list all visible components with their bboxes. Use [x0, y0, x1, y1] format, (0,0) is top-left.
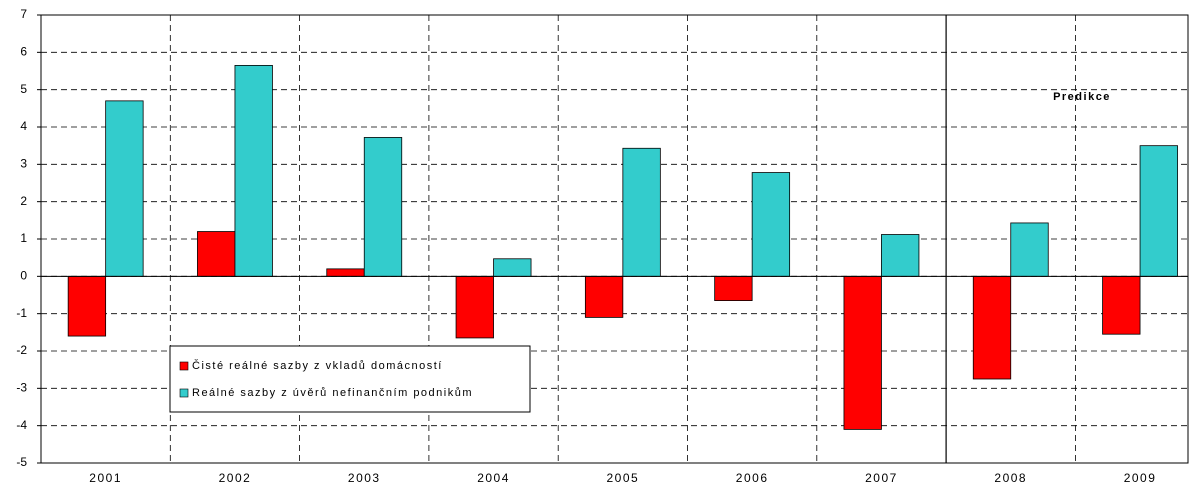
legend-label: Čisté reálné sazby z vkladů domácností: [192, 359, 443, 372]
y-tick-label: 7: [20, 7, 27, 21]
plot-frame: [40, 14, 1189, 464]
bar: [584, 275, 624, 318]
y-tick-label: 2: [20, 194, 27, 208]
y-tick-label: -5: [16, 455, 27, 469]
x-tick-label: 2006: [736, 471, 769, 485]
y-tick-label: 3: [20, 157, 27, 171]
legend-label: Reálné sazby z úvěrů nefinančním podniků…: [192, 387, 473, 399]
y-tick-label: 4: [20, 119, 27, 133]
bar: [972, 275, 1012, 380]
bar: [67, 275, 107, 337]
bar: [1102, 275, 1141, 335]
x-tick-label: 2009: [1124, 471, 1157, 485]
bar: [234, 65, 273, 277]
y-tick-label: 6: [20, 45, 27, 59]
bar: [197, 231, 236, 277]
x-tick-label: 2003: [348, 471, 381, 485]
bar: [105, 100, 144, 277]
bar: [881, 234, 920, 277]
legend-swatch: [179, 361, 189, 371]
annotation: Predikce: [1053, 91, 1111, 103]
bar: [1139, 145, 1178, 277]
bar: [326, 268, 365, 277]
x-tick-label: 2007: [865, 471, 898, 485]
bar: [843, 275, 882, 430]
x-tick-label: 2008: [994, 471, 1027, 485]
legend-swatch: [179, 388, 189, 398]
bar: [714, 275, 753, 302]
legend-box: [169, 345, 531, 413]
x-tick-label: 2005: [606, 471, 639, 485]
y-tick-label: -2: [16, 343, 27, 357]
plot: -5 -4 -3 -2 -1 0 1 2 3 4 5 6 7 2001 2002 2003 2004 2005 20…: [16, 7, 1189, 485]
bar: [493, 258, 532, 277]
x-tick-label: 2001: [89, 471, 122, 485]
bar: [1010, 222, 1049, 277]
x-tick-label: 2004: [477, 471, 510, 485]
y-tick-label: -3: [16, 381, 27, 395]
bar: [363, 137, 403, 277]
x-tick-label: 2002: [219, 471, 252, 485]
bar: [751, 172, 791, 277]
y-tick-label: 1: [20, 231, 27, 245]
y-tick-label: -1: [16, 306, 27, 320]
legend: Čisté reálné sazby z vkladů domácností Re…: [169, 345, 531, 413]
bar: [455, 275, 494, 339]
bar: [622, 147, 661, 277]
y-tick-label: -4: [16, 418, 27, 432]
y-tick-label: 0: [20, 269, 27, 283]
y-tick-label: 5: [20, 82, 27, 96]
